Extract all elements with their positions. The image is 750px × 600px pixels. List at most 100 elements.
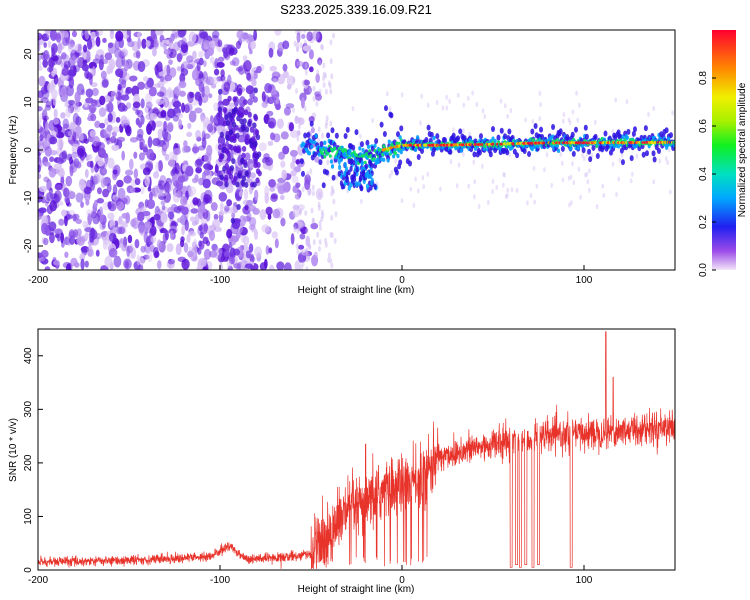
spectrogram-cell: [112, 169, 118, 175]
spectrogram-cell: [452, 127, 455, 133]
spectrogram-cell: [89, 160, 94, 169]
spectrogram-cell: [327, 80, 331, 87]
spectrogram-cell: [252, 152, 258, 159]
spectrogram-cell: [499, 98, 503, 104]
spectrogram-cell: [180, 195, 188, 206]
spectrogram-cell: [161, 144, 167, 157]
spectrogram-cell: [156, 61, 163, 73]
spectrogram-cell: [150, 236, 157, 243]
spectrogram-cell: [350, 177, 355, 184]
spectrogram-cell: [601, 183, 605, 189]
spectrogram-cell: [217, 144, 223, 151]
spectrogram-cell: [58, 151, 68, 163]
spectrogram-cell: [188, 31, 197, 44]
spectrogram-cell: [532, 165, 536, 171]
spectrogram-cell: [133, 151, 138, 159]
spectrogram-cell: [388, 106, 392, 112]
spectrogram-cell: [117, 187, 126, 200]
spectrogram-cell: [300, 264, 304, 270]
spectrogram-cell: [314, 156, 320, 163]
spectrogram-cell: [280, 160, 286, 168]
spectrogram-cell: [160, 212, 168, 224]
spectrogram-cell: [39, 128, 48, 139]
spectrogram-cell: [334, 211, 338, 218]
spectrogram-cell: [295, 159, 301, 165]
spectrogram-cell: [164, 180, 170, 192]
spectrogram-cell: [358, 146, 362, 151]
spectrogram-cell: [396, 153, 400, 159]
spectrogram-cell: [330, 262, 334, 269]
spectrogram-cell: [125, 169, 134, 176]
spectrogram-cell: [292, 185, 299, 194]
spectrogram-cell: [200, 115, 205, 124]
spectrogram-cell: [570, 200, 573, 206]
spectrogram-cell: [304, 209, 308, 216]
spectrogram-cell: [203, 60, 207, 68]
y-tick-label: 200: [23, 454, 34, 471]
spectrogram-cell: [126, 30, 132, 36]
spectrogram-cell: [48, 82, 54, 93]
spectrogram-cell: [62, 261, 72, 269]
spectrogram-cell: [63, 236, 70, 246]
spectrogram-cell: [326, 159, 330, 166]
spectrogram-cell: [49, 30, 58, 42]
spectrogram-cell: [223, 205, 230, 212]
spectrogram-cell: [196, 61, 201, 72]
spectrogram-cell: [47, 40, 52, 49]
spectrogram-cell: [292, 76, 296, 83]
spectrogram-cell: [268, 47, 274, 58]
spectrogram-cell: [199, 31, 209, 39]
spectrogram-cell: [303, 39, 307, 46]
spectrogram-cell: [387, 139, 391, 144]
spectrogram-cell: [308, 244, 312, 251]
spectrogram-cell: [184, 219, 189, 232]
spectrogram-cell: [60, 112, 66, 119]
spectrogram-cell: [318, 60, 322, 67]
spectrogram-cell: [305, 228, 309, 235]
spectrogram-cell: [626, 128, 631, 135]
spectrogram-cell: [38, 122, 41, 130]
spectrogram-cell: [259, 209, 267, 221]
spectrogram-cell: [448, 148, 453, 155]
spectrogram-cell: [481, 108, 485, 114]
snr-panel: -200 -100 0 100 0 100 200 300 400 Height of str…: [8, 328, 676, 595]
spectrogram-cell: [318, 88, 322, 95]
spectrogram-cell: [254, 129, 260, 136]
spectrogram-cell: [311, 126, 315, 134]
spectrogram-cell: [499, 127, 504, 134]
spectrogram-cell: [183, 140, 188, 148]
spectrogram-cell: [95, 31, 100, 37]
spectrogram-cell: [320, 44, 324, 51]
spectrogram-cell: [345, 176, 349, 183]
spectrogram-cell: [462, 128, 465, 134]
spectrogram-cell: [242, 235, 250, 246]
spectrogram-cell: [244, 263, 254, 269]
spectrogram-cell: [40, 86, 49, 95]
spectrogram-cell: [581, 153, 584, 159]
spectrogram-cell: [445, 105, 449, 111]
spectrogram-cell: [417, 188, 420, 194]
spectrogram-cell: [247, 98, 254, 106]
spectrogram-cell: [161, 128, 169, 140]
spectrogram-cell: [483, 114, 487, 120]
spectrogram-cell: [176, 53, 183, 61]
spectrogram-cell: [582, 156, 586, 162]
spectrogram-cell: [313, 32, 317, 39]
y-tick-label: 100: [23, 508, 34, 525]
spectrogram-cell: [174, 85, 181, 97]
spectrogram-cell: [312, 239, 316, 246]
spectrogram-cell: [369, 173, 373, 180]
spectrogram-cell: [202, 266, 209, 270]
spectrogram-cell: [250, 69, 255, 78]
spectrogram-cell: [121, 197, 128, 205]
spectrogram-cell: [242, 118, 247, 125]
spectrogram-cell: [203, 85, 210, 98]
spectrogram-cell: [139, 138, 145, 147]
spectrogram-cell: [217, 39, 223, 48]
spectrogram-cell: [50, 126, 59, 138]
spectrogram-cell: [656, 147, 661, 154]
spectrogram-cell: [237, 87, 243, 94]
spectrogram-cell: [329, 39, 333, 46]
spectrogram-cell: [297, 204, 305, 211]
